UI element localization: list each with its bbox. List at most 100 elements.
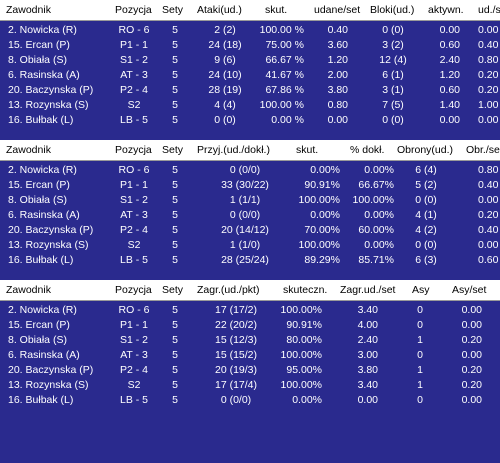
cell: 0 (0/0) (220, 394, 252, 406)
cell: 12 (4) (379, 54, 407, 66)
cell: 1.00 (478, 99, 499, 111)
col-header: Obr./set (466, 144, 500, 156)
table-row: 20. Baczynska (P) P2 - 4 5 20 (14/12) 70… (0, 223, 500, 238)
cell: 17 (17/4) (214, 379, 258, 391)
cell: P2 - 4 (119, 224, 148, 236)
col-header: Pozycja (115, 144, 152, 156)
cell: 20 (14/12) (221, 224, 269, 236)
cell: 0 (0) (415, 194, 437, 206)
cell: 1 (417, 334, 423, 346)
table-body: 2. Nowicka (R) RO - 6 5 0 (0/0) 0.00% 0.… (0, 161, 500, 268)
table-row: 15. Ercan (P) P1 - 1 5 24 (18) 75.00 % 3… (0, 38, 500, 53)
cell: 95.00% (286, 364, 322, 376)
col-header: Sety (162, 284, 184, 296)
cell: 5 (172, 69, 178, 81)
cell: 5 (172, 254, 178, 266)
table-row: 6. Rasinska (A) AT - 3 5 0 (0/0) 0.00% 0… (0, 208, 500, 223)
cell: 1 (1/1) (229, 194, 261, 206)
cell: 3.60 (327, 39, 348, 51)
cell: 5 (172, 209, 178, 221)
cell: 3.00 (357, 349, 378, 361)
cell: 16. Bułbak (L) (8, 114, 74, 126)
col-header: Sety (162, 144, 184, 156)
cell: 2.00 (327, 69, 348, 81)
cell: 0 (0) (415, 239, 437, 251)
table-row: 13. Rozynska (S) S2 5 4 (4) 100.00 % 0.8… (0, 98, 500, 113)
cell: 6 (1) (382, 69, 404, 81)
table-row: 16. Bułbak (L) LB - 5 5 0 (0/0) 0.00% 0.… (0, 393, 500, 408)
cell: 0.40 (327, 24, 348, 36)
table-row: 15. Ercan (P) P1 - 1 5 22 (20/2) 90.91% … (0, 318, 500, 333)
table-row: 2. Nowicka (R) RO - 6 5 17 (17/2) 100.00… (0, 303, 500, 318)
cell: 0 (417, 349, 423, 361)
col-header: Pozycja (115, 284, 152, 296)
cell: P1 - 1 (119, 179, 148, 191)
cell: 5 (172, 239, 178, 251)
cell: 0.20 (461, 334, 482, 346)
cell: 0.00% (310, 209, 340, 221)
reception-defense-table: Zawodnik Pozycja Sety Przyj.(ud./dokł.) … (0, 140, 500, 268)
cell: 6 (4) (415, 164, 437, 176)
table-row: 13. Rozynska (S) S2 5 17 (17/4) 100.00% … (0, 378, 500, 393)
cell: 67.86 % (265, 84, 304, 96)
cell: 15 (15/2) (214, 349, 258, 361)
cell: 13. Rozynska (S) (8, 379, 89, 391)
cell: 100.00 % (259, 99, 304, 111)
cell: 6. Rasinska (A) (8, 69, 80, 81)
cell: 80.00% (286, 334, 322, 346)
table-header: Zawodnik Pozycja Sety Zagr.(ud./pkt) sku… (0, 280, 500, 301)
table-header: Zawodnik Pozycja Sety Ataki(ud.) skut. u… (0, 0, 500, 21)
col-header: Ataki(ud.) (197, 4, 242, 16)
cell: 5 (172, 99, 178, 111)
cell: P2 - 4 (119, 84, 148, 96)
cell: 6 (3) (415, 254, 437, 266)
cell: 0.20 (461, 364, 482, 376)
cell: 1.20 (439, 69, 460, 81)
cell: LB - 5 (119, 394, 148, 406)
table-body: 2. Nowicka (R) RO - 6 5 2 (2) 100.00 % 0… (0, 21, 500, 128)
table-row: 20. Baczynska (P) P2 - 4 5 20 (19/3) 95.… (0, 363, 500, 378)
col-header: Sety (162, 4, 184, 16)
cell: 5 (172, 319, 178, 331)
col-header: Zawodnik (6, 144, 51, 156)
cell: 5 (172, 24, 178, 36)
cell: 16. Bułbak (L) (8, 394, 74, 406)
col-header: Pozycja (115, 4, 152, 16)
cell: 15. Ercan (P) (8, 39, 70, 51)
cell: RO - 6 (118, 24, 150, 36)
cell: 0.00 (439, 24, 460, 36)
cell: 2. Nowicka (R) (8, 164, 77, 176)
cell: 4 (2) (415, 224, 437, 236)
cell: 1 (417, 364, 423, 376)
cell: 0.00% (364, 209, 394, 221)
cell: 0.00% (292, 394, 322, 406)
cell: RO - 6 (118, 164, 150, 176)
cell: 13. Rozynska (S) (8, 239, 89, 251)
cell: 0.00 (478, 194, 499, 206)
cell: 24 (18) (208, 39, 242, 51)
table-row: 13. Rozynska (S) S2 5 1 (1/0) 100.00% 0.… (0, 238, 500, 253)
cell: 100.00% (280, 304, 322, 316)
cell: 0.80 (478, 164, 499, 176)
cell: AT - 3 (120, 69, 148, 81)
cell: 0 (0/0) (229, 209, 261, 221)
col-header: Zagr.(ud./pkt) (197, 284, 260, 296)
cell: 28 (25/24) (221, 254, 269, 266)
cell: 0.60 (439, 39, 460, 51)
cell: P1 - 1 (119, 39, 148, 51)
col-header: Zagr.ud./set (340, 284, 396, 296)
col-header: udane/set (314, 4, 361, 16)
cell: 0.20 (478, 209, 499, 221)
cell: 0 (417, 304, 423, 316)
cell: 0 (417, 319, 423, 331)
cell: 20 (19/3) (214, 364, 258, 376)
cell: 0.60 (439, 84, 460, 96)
cell: 0 (0/0) (229, 164, 261, 176)
cell: 6. Rasinska (A) (8, 209, 80, 221)
cell: 0 (0) (382, 24, 404, 36)
cell: 20. Baczynska (P) (8, 364, 94, 376)
cell: 100.00% (280, 349, 322, 361)
cell: 2. Nowicka (R) (8, 24, 77, 36)
cell: 0.00 (461, 304, 482, 316)
cell: 100.00% (352, 194, 394, 206)
